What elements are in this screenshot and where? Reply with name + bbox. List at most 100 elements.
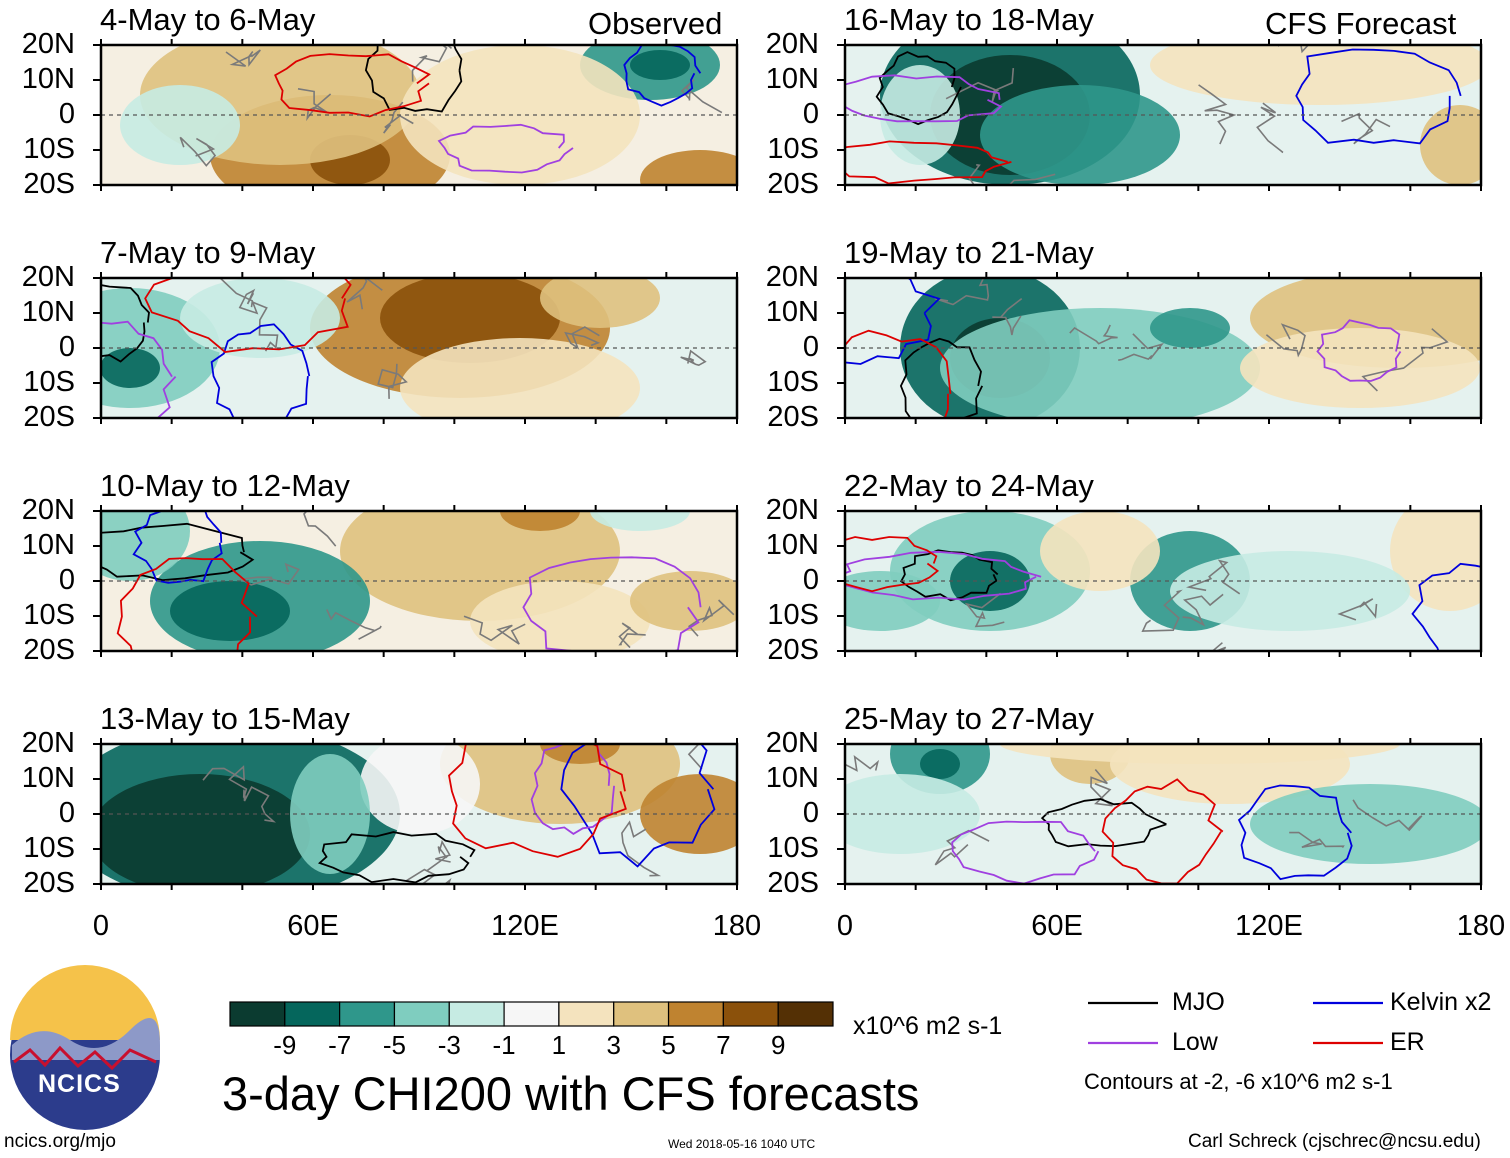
contour-kelvin-x2	[623, 45, 702, 107]
coastline	[405, 868, 452, 884]
contour-er	[845, 536, 940, 593]
y-tick-label: 20S	[23, 867, 75, 899]
colorbar-tick-label: 3	[606, 1030, 621, 1060]
coastline	[220, 278, 259, 315]
logo-sky	[10, 965, 160, 1040]
colorbar-box	[503, 1001, 560, 1027]
colorbar-tick-label: -7	[328, 1030, 352, 1060]
y-tick-label: 20N	[21, 494, 75, 526]
panel-2	[93, 272, 739, 424]
panel-title: 4-May to 6-May	[100, 2, 316, 37]
y-tick-label: 10N	[21, 762, 75, 794]
anomaly-blob	[590, 511, 690, 531]
y-tick-label: 10S	[23, 832, 75, 864]
anomaly-blob	[1150, 308, 1230, 348]
y-tick-label: 10S	[23, 366, 75, 398]
contour-er	[845, 329, 952, 418]
colorbar-tick-label: -9	[273, 1030, 297, 1060]
contour-mjo	[900, 549, 999, 602]
panel-field	[845, 511, 1481, 651]
legend-label: ER	[1390, 1028, 1425, 1056]
colorbar	[229, 1001, 834, 1027]
colorbar-box	[667, 1001, 724, 1027]
coastline	[1141, 589, 1183, 632]
contour-kelvin-x2	[1411, 562, 1481, 651]
panel-3	[93, 505, 739, 657]
panel-7	[837, 505, 1483, 657]
panel-1	[93, 39, 739, 191]
colorbar-box	[777, 1001, 834, 1027]
colorbar-box	[229, 1001, 286, 1027]
logo-line	[13, 1045, 157, 1071]
contour-mjo	[317, 831, 476, 884]
anomaly-blob	[1390, 511, 1481, 611]
anomaly-blob	[540, 278, 660, 328]
anomaly-blob	[101, 774, 310, 884]
anomaly-blob	[920, 749, 960, 779]
x-tick-label: 180	[1456, 910, 1506, 942]
colorbar-tick-label: -3	[437, 1030, 461, 1060]
y-tick-label: 20S	[767, 634, 819, 666]
colorbar-box	[284, 1001, 341, 1027]
coastline	[680, 79, 723, 114]
anomaly-blob	[640, 774, 737, 854]
y-tick-label: 0	[58, 98, 75, 130]
y-tick-label: 10N	[21, 296, 75, 328]
contour-mjo	[899, 337, 984, 418]
panel-title: 19-May to 21-May	[844, 235, 1094, 270]
x-tick-label: 60E	[1031, 910, 1083, 942]
y-tick-label: 0	[802, 98, 819, 130]
anomaly-blob	[1150, 45, 1481, 105]
anomaly-blob	[470, 581, 650, 651]
contour-mjo	[875, 51, 962, 126]
y-tick-label: 20S	[23, 634, 75, 666]
coastline	[687, 599, 735, 637]
y-tick-label: 10S	[767, 366, 819, 398]
contour-kelvin-x2	[560, 744, 716, 868]
colorbar-tick-label: -5	[382, 1030, 407, 1060]
coastline	[1118, 333, 1165, 361]
y-tick-label: 20S	[767, 867, 819, 899]
coastline	[1260, 45, 1310, 54]
contour-mjo	[101, 284, 150, 363]
x-tick-label: 0	[836, 910, 854, 942]
y-tick-label: 0	[802, 564, 819, 596]
contour-low	[845, 550, 1042, 601]
y-tick-label: 0	[58, 564, 75, 596]
contour-er	[274, 53, 431, 118]
y-tick-label: 10N	[21, 529, 75, 561]
legend-label: MJO	[1172, 988, 1225, 1016]
y-tick-label: 20S	[23, 168, 75, 200]
anomaly-blob	[440, 744, 680, 824]
anomaly-blob	[980, 85, 1180, 185]
y-tick-label: 10S	[767, 133, 819, 165]
coastline	[1265, 323, 1306, 358]
x-tick-label: 60E	[287, 910, 339, 942]
panel-4	[93, 738, 739, 890]
coastline	[1289, 831, 1345, 849]
panel-field	[845, 278, 1481, 418]
anomaly-blob	[1250, 784, 1481, 864]
panel-8	[837, 738, 1483, 890]
contour-er	[448, 744, 627, 858]
column-header-observed: Observed	[588, 6, 723, 41]
colorbar-box	[722, 1001, 779, 1027]
y-tick-label: 20N	[21, 261, 75, 293]
coastline	[992, 297, 1023, 336]
anomaly-blob	[1240, 328, 1480, 408]
y-tick-label: 0	[58, 797, 75, 829]
y-tick-label: 10N	[765, 762, 819, 794]
logo-hills	[12, 1018, 160, 1060]
contour-mjo	[1040, 798, 1167, 848]
x-tick-label: 120E	[491, 910, 559, 942]
contour-low	[1316, 319, 1402, 382]
footer-author: Carl Schreck (cjschrec@ncsu.edu)	[1188, 1131, 1481, 1152]
colorbar-tick-label: 7	[716, 1030, 731, 1060]
panel-5	[837, 39, 1483, 191]
y-tick-label: 0	[802, 797, 819, 829]
coastline	[1256, 102, 1284, 154]
coastline	[1361, 328, 1449, 392]
anomaly-blob	[290, 754, 370, 874]
coastline	[964, 592, 1005, 628]
